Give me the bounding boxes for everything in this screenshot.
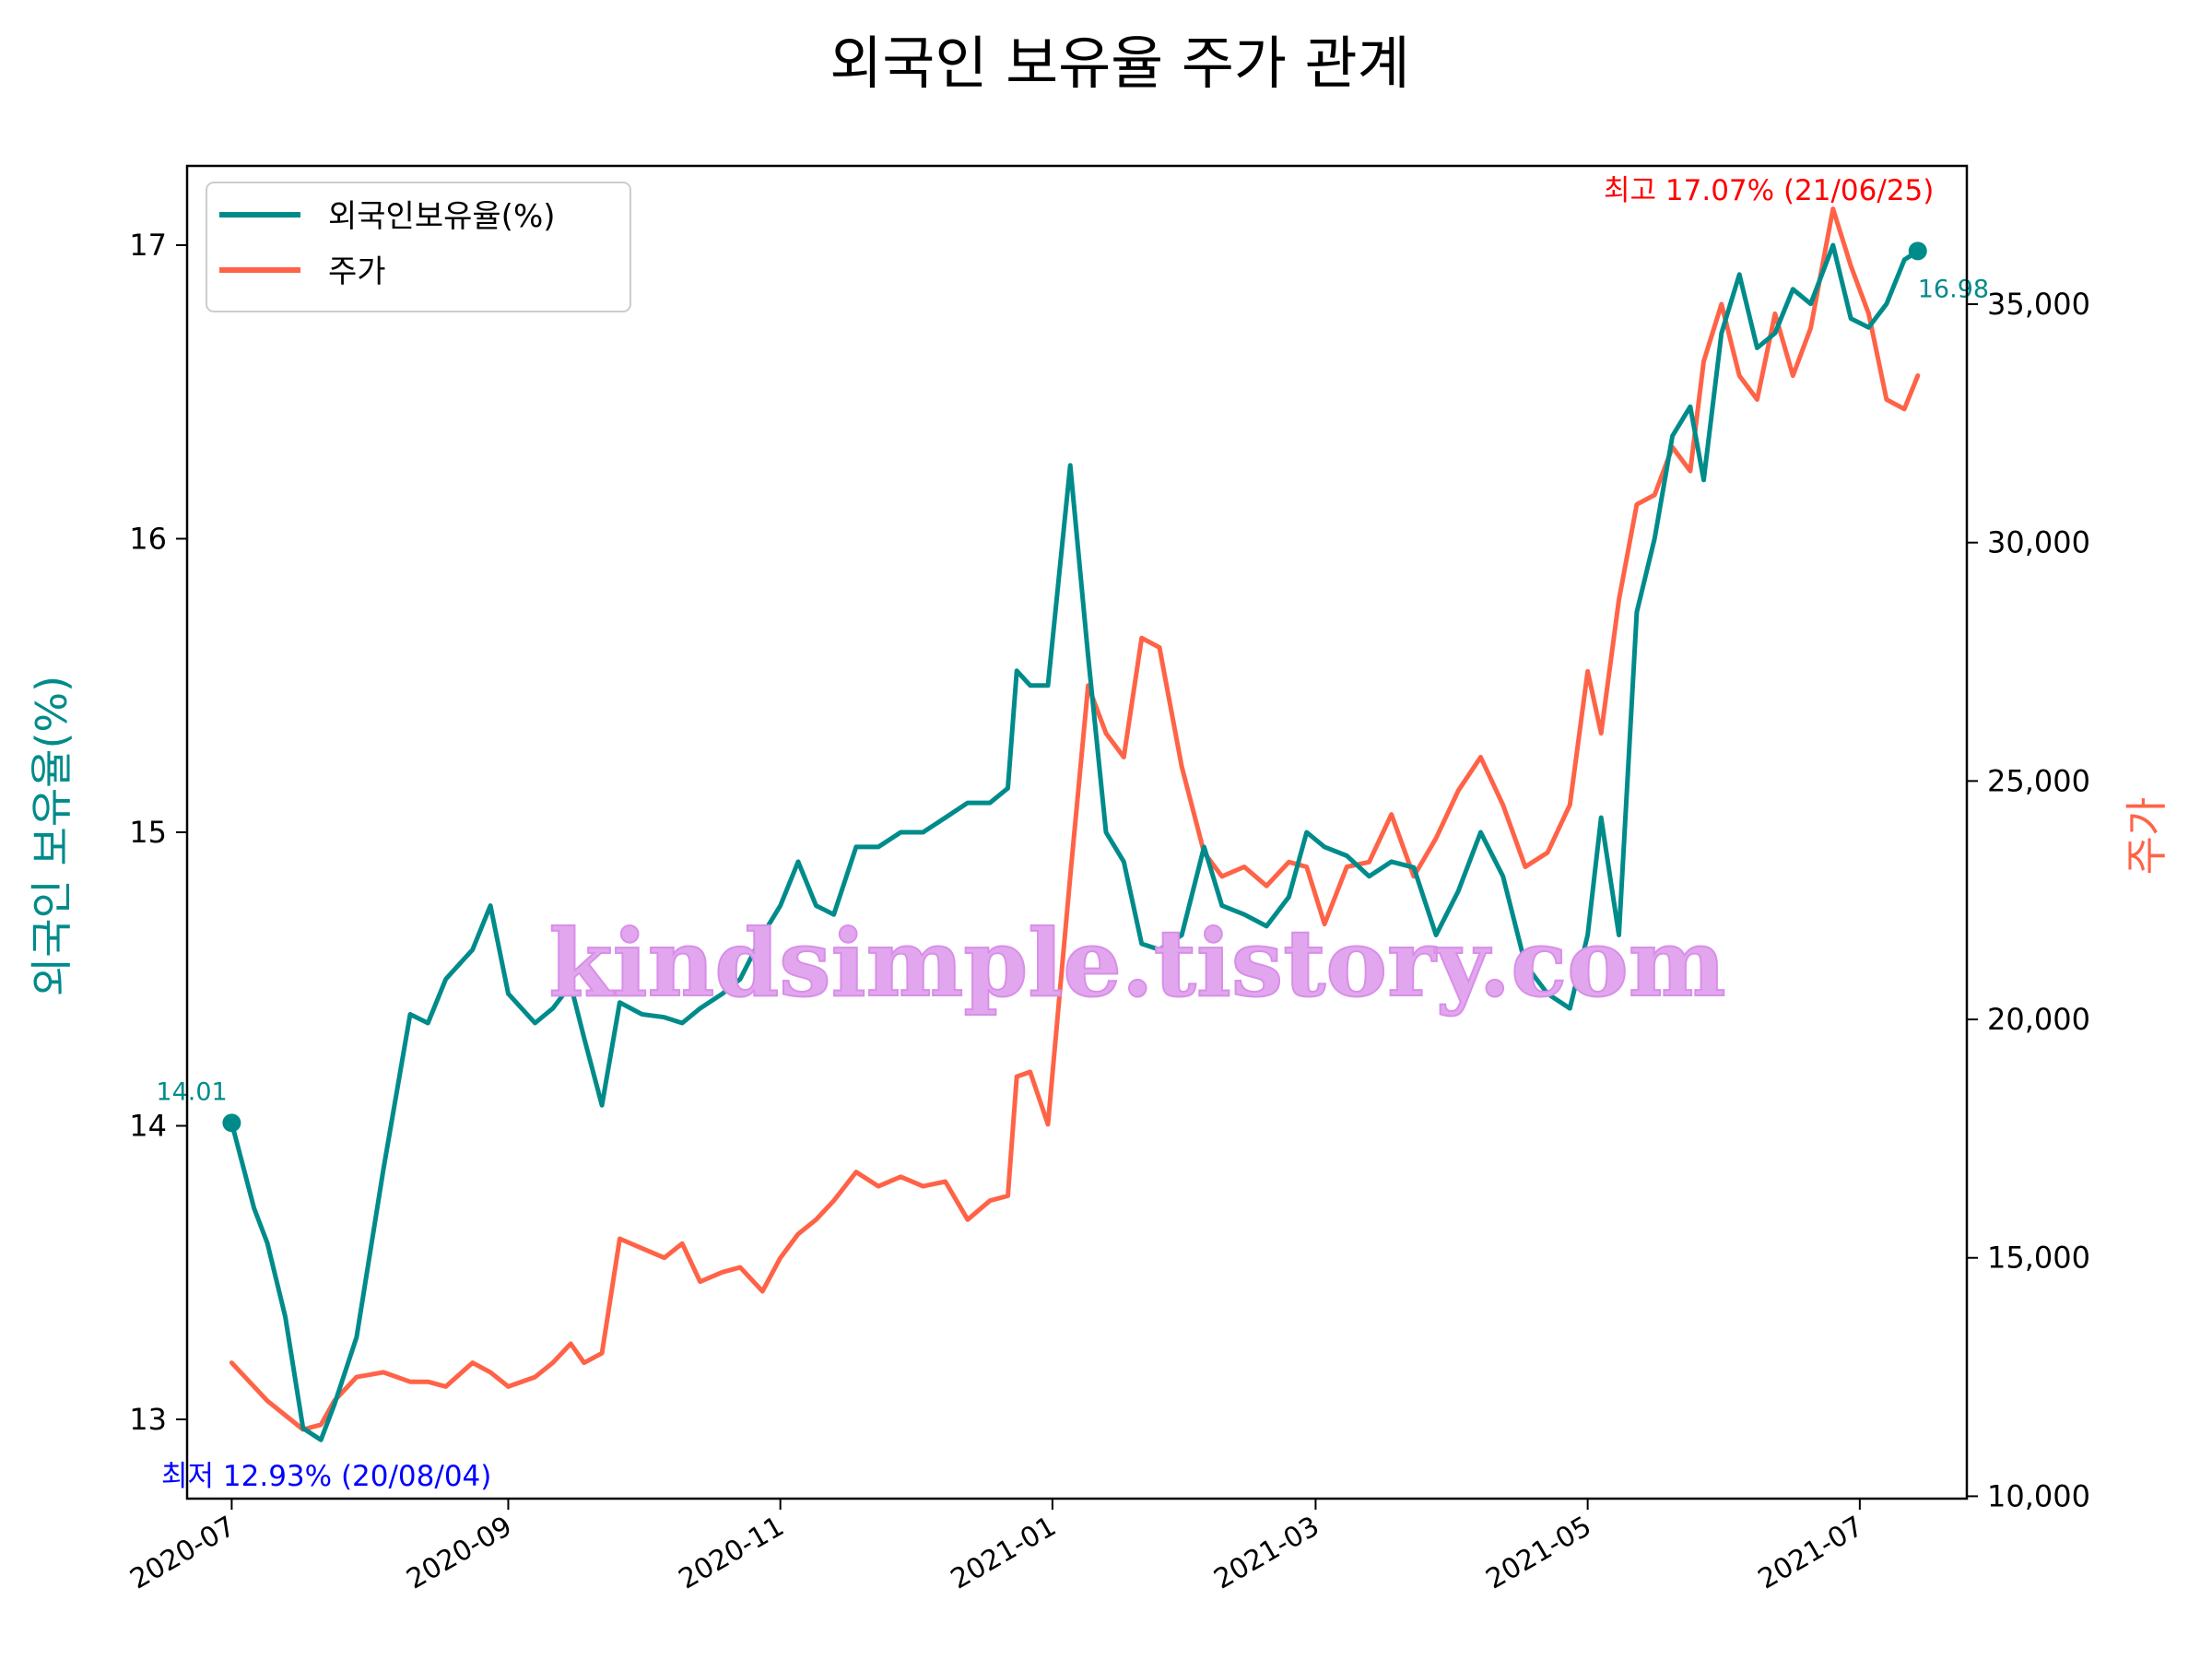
legend-label-foreign: 외국인보유율(%): [328, 198, 556, 235]
x-tick-label: 2020-11: [674, 1511, 790, 1596]
y2-tick-label: 15,000: [1987, 1241, 2090, 1276]
end-point-marker: [1908, 241, 1927, 261]
y-tick-label: 14: [129, 1109, 167, 1144]
y2-tick-label: 20,000: [1987, 1002, 2090, 1037]
x-tick-label: 2020-09: [401, 1511, 517, 1596]
series-layer: [229, 206, 1921, 1442]
start-value-label: 14.01: [156, 1077, 227, 1106]
legend-label-price: 주가: [328, 253, 386, 290]
series-line-foreign: [229, 242, 1921, 1442]
legend: 외국인보유율(%) 주가: [206, 182, 631, 312]
y2-tick-label: 10,000: [1987, 1478, 2090, 1513]
series-line-price: [229, 206, 1921, 1432]
x-tick-label: 2021-03: [1208, 1511, 1324, 1596]
y2-tick-label: 25,000: [1987, 763, 2090, 798]
x-tick-label: 2020-07: [124, 1511, 241, 1596]
y-tick-label: 15: [129, 815, 167, 850]
watermark: kindsimple.tistory.com: [548, 909, 1725, 1018]
x-tick-label: 2021-01: [946, 1511, 1062, 1596]
annotations: 14.01 16.98 최고 17.07% (21/06/25) 최저 12.93% …: [156, 174, 1989, 1493]
chart-title: 외국인 보유율 주가 관계: [830, 29, 1410, 97]
legend-box: [206, 182, 631, 312]
max-annotation: 최고 17.07% (21/06/25): [1604, 174, 1934, 207]
plot-frame: [185, 164, 1969, 1500]
y2-axis-label: 주가: [2122, 797, 2171, 876]
min-annotation: 최저 12.93% (20/08/04): [161, 1460, 491, 1493]
x-tick-label: 2021-07: [1753, 1511, 1869, 1596]
end-value-label: 16.98: [1918, 275, 1989, 303]
x-axis-ticks: 2020-07 2020-09 2020-11 2021-01 2021-03 2021-…: [124, 1499, 1869, 1596]
x-tick-label: 2021-05: [1481, 1511, 1597, 1596]
y2-tick-label: 35,000: [1987, 287, 2090, 322]
y2-tick-label: 30,000: [1987, 525, 2090, 560]
y-tick-label: 16: [129, 521, 167, 556]
start-point-marker: [222, 1113, 241, 1133]
y2-axis-ticks: 10,000 15,000 20,000 25,000 30,000 35,000: [1967, 287, 2090, 1513]
y-axis-ticks: 13 14 15 16 17: [129, 228, 187, 1437]
y-axis-label: 외국인 보유율(%): [27, 676, 76, 996]
y-tick-label: 13: [129, 1402, 167, 1437]
y-tick-label: 17: [129, 228, 167, 263]
